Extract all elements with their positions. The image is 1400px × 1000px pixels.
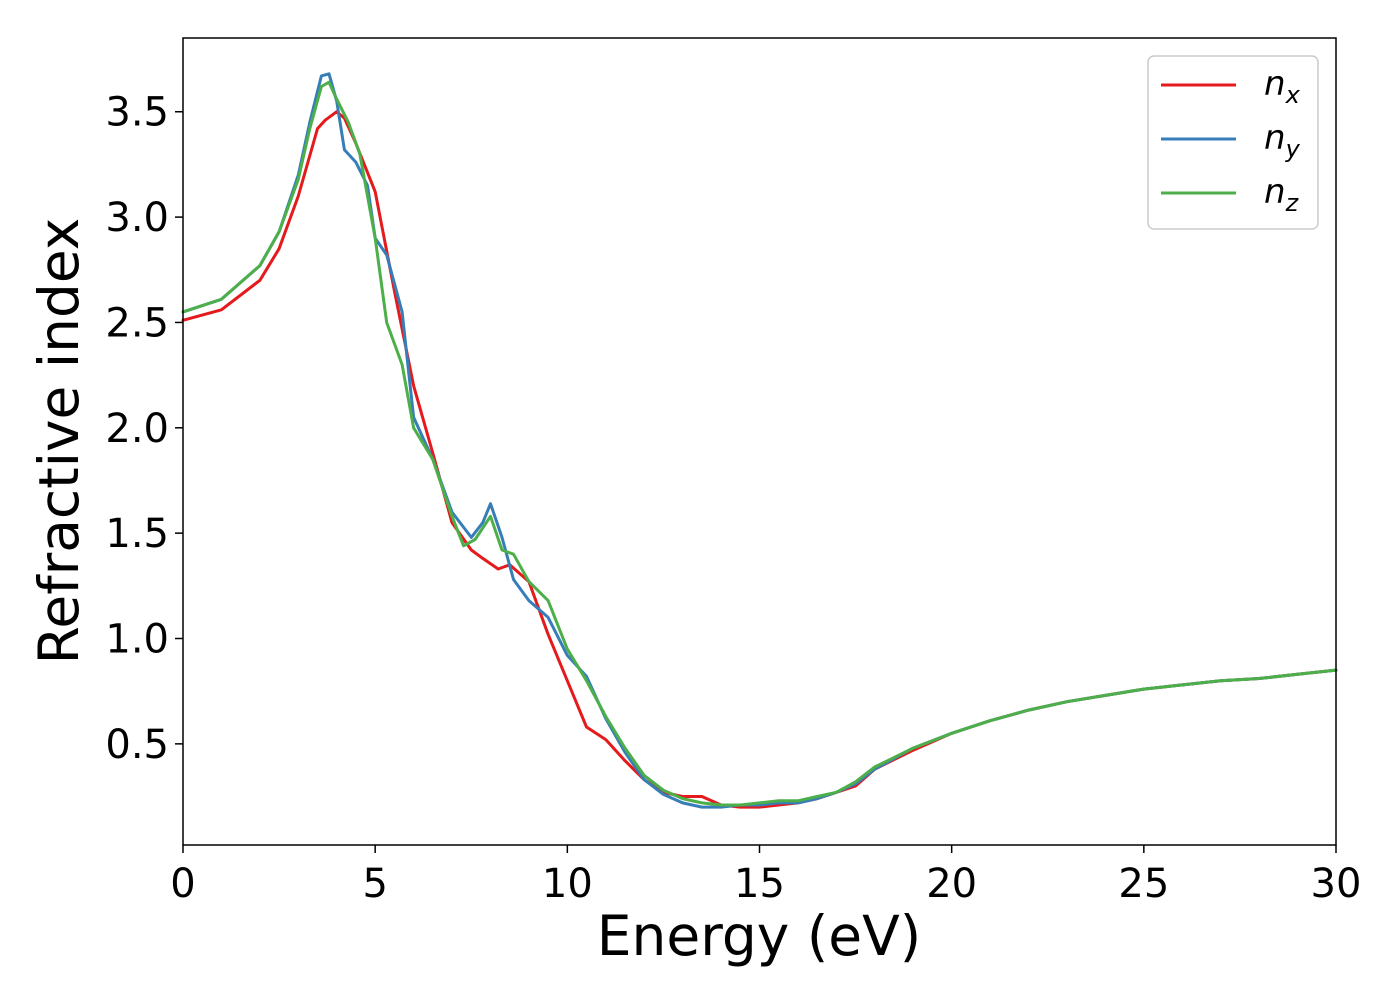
y-tick-label: 1.0 (105, 617, 169, 663)
x-tick-label: 15 (734, 861, 785, 907)
y-tick-label: 1.5 (105, 511, 169, 557)
plot-area (181, 72, 1338, 809)
x-axis-ticks: 0 5 10 15 20 25 30 (170, 845, 1361, 907)
y-tick-label: 0.5 (105, 722, 169, 768)
x-axis-label: Energy (eV) (597, 904, 921, 968)
y-tick-label: 3.0 (105, 195, 169, 241)
plot-frame (182, 37, 1337, 846)
series-line-z (181, 80, 1338, 807)
x-tick-label: 25 (1118, 861, 1169, 907)
legend: nx ny nz (1147, 55, 1319, 230)
x-tick-label: 30 (1311, 861, 1362, 907)
y-tick-label: 2.0 (105, 406, 169, 452)
legend-box (1147, 55, 1319, 230)
y-axis-ticks: 0.5 1.0 1.5 2.0 2.5 3.0 3.5 (105, 90, 183, 768)
x-tick-label: 5 (362, 861, 387, 907)
legend-label-z: nz (1264, 172, 1300, 217)
x-tick-label: 10 (542, 861, 593, 907)
legend-label-y: ny (1264, 118, 1301, 163)
y-tick-label: 3.5 (105, 90, 169, 136)
x-tick-label: 0 (170, 861, 195, 907)
y-tick-label: 2.5 (105, 300, 169, 346)
legend-label-x: nx (1264, 64, 1301, 109)
y-axis-label: Refractive index (27, 218, 91, 665)
x-tick-label: 20 (926, 861, 977, 907)
